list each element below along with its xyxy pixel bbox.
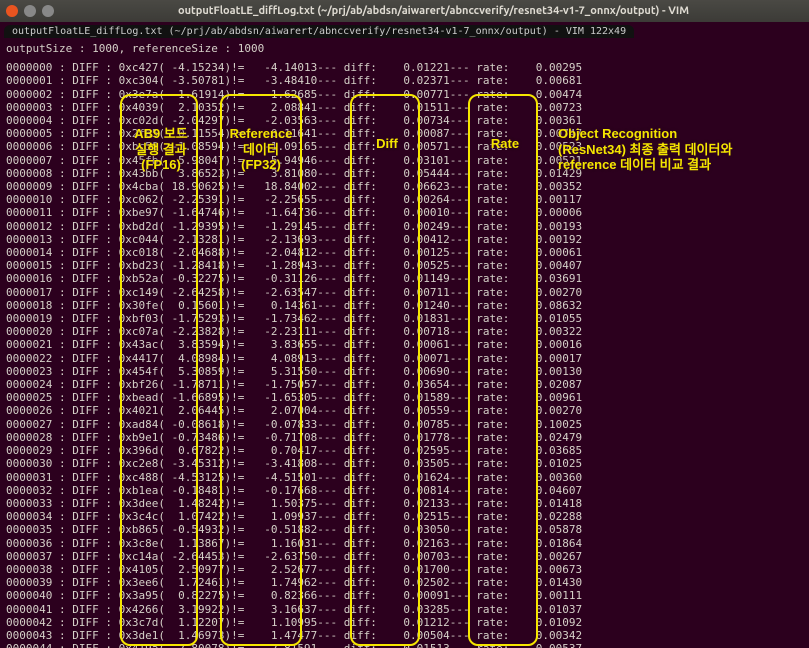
maximize-icon[interactable] bbox=[42, 5, 54, 17]
close-icon[interactable] bbox=[6, 5, 18, 17]
output-header: outputSize : 1000, referenceSize : 1000 bbox=[6, 42, 803, 55]
window-title: outputFloatLE_diffLog.txt (~/prj/ab/abds… bbox=[64, 5, 803, 17]
terminal-body: outputSize : 1000, referenceSize : 1000 … bbox=[0, 40, 809, 648]
terminal-tab[interactable]: outputFloatLE_diffLog.txt (~/prj/ab/abds… bbox=[4, 25, 634, 38]
window-controls bbox=[6, 5, 54, 17]
data-grid: 0000000 : DIFF : 0xc427( -4.15234)!= -4.… bbox=[6, 61, 803, 648]
title-bar: outputFloatLE_diffLog.txt (~/prj/ab/abds… bbox=[0, 0, 809, 22]
tab-bar: outputFloatLE_diffLog.txt (~/prj/ab/abds… bbox=[0, 22, 809, 40]
minimize-icon[interactable] bbox=[24, 5, 36, 17]
